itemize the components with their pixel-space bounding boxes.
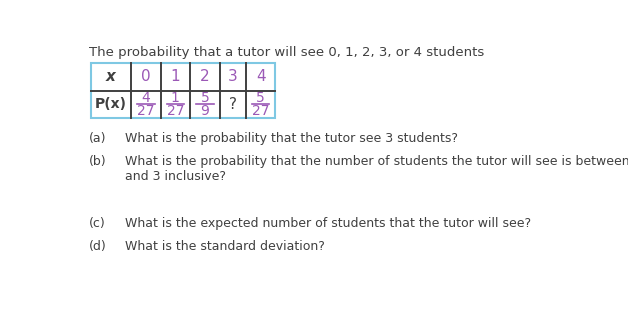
Text: (d): (d) bbox=[89, 240, 107, 253]
Text: 3: 3 bbox=[228, 69, 237, 84]
Text: What is the probability that the number of students the tutor will see is betwee: What is the probability that the number … bbox=[125, 155, 628, 183]
Text: 5: 5 bbox=[256, 91, 265, 105]
Text: 27: 27 bbox=[137, 104, 154, 118]
Text: What is the expected number of students that the tutor will see?: What is the expected number of students … bbox=[125, 217, 531, 230]
Text: 27: 27 bbox=[166, 104, 184, 118]
Text: 1: 1 bbox=[171, 69, 180, 84]
Text: (b): (b) bbox=[89, 155, 107, 168]
Text: 4: 4 bbox=[256, 69, 266, 84]
Text: 9: 9 bbox=[200, 104, 209, 118]
Text: (c): (c) bbox=[89, 217, 106, 230]
Bar bbox=[91, 63, 275, 118]
Text: 0: 0 bbox=[141, 69, 151, 84]
Text: 5: 5 bbox=[200, 91, 209, 105]
Text: What is the probability that the tutor see 3 students?: What is the probability that the tutor s… bbox=[125, 132, 458, 145]
Text: x: x bbox=[106, 69, 116, 84]
Text: P(x): P(x) bbox=[95, 97, 127, 111]
Text: ?: ? bbox=[229, 97, 237, 112]
Text: What is the standard deviation?: What is the standard deviation? bbox=[125, 240, 325, 253]
Text: (a): (a) bbox=[89, 132, 107, 145]
Text: The probability that a tutor will see 0, 1, 2, 3, or 4 students: The probability that a tutor will see 0,… bbox=[89, 46, 485, 59]
Text: 1: 1 bbox=[171, 91, 180, 105]
Text: 27: 27 bbox=[252, 104, 269, 118]
Text: 2: 2 bbox=[200, 69, 210, 84]
Text: 4: 4 bbox=[141, 91, 150, 105]
